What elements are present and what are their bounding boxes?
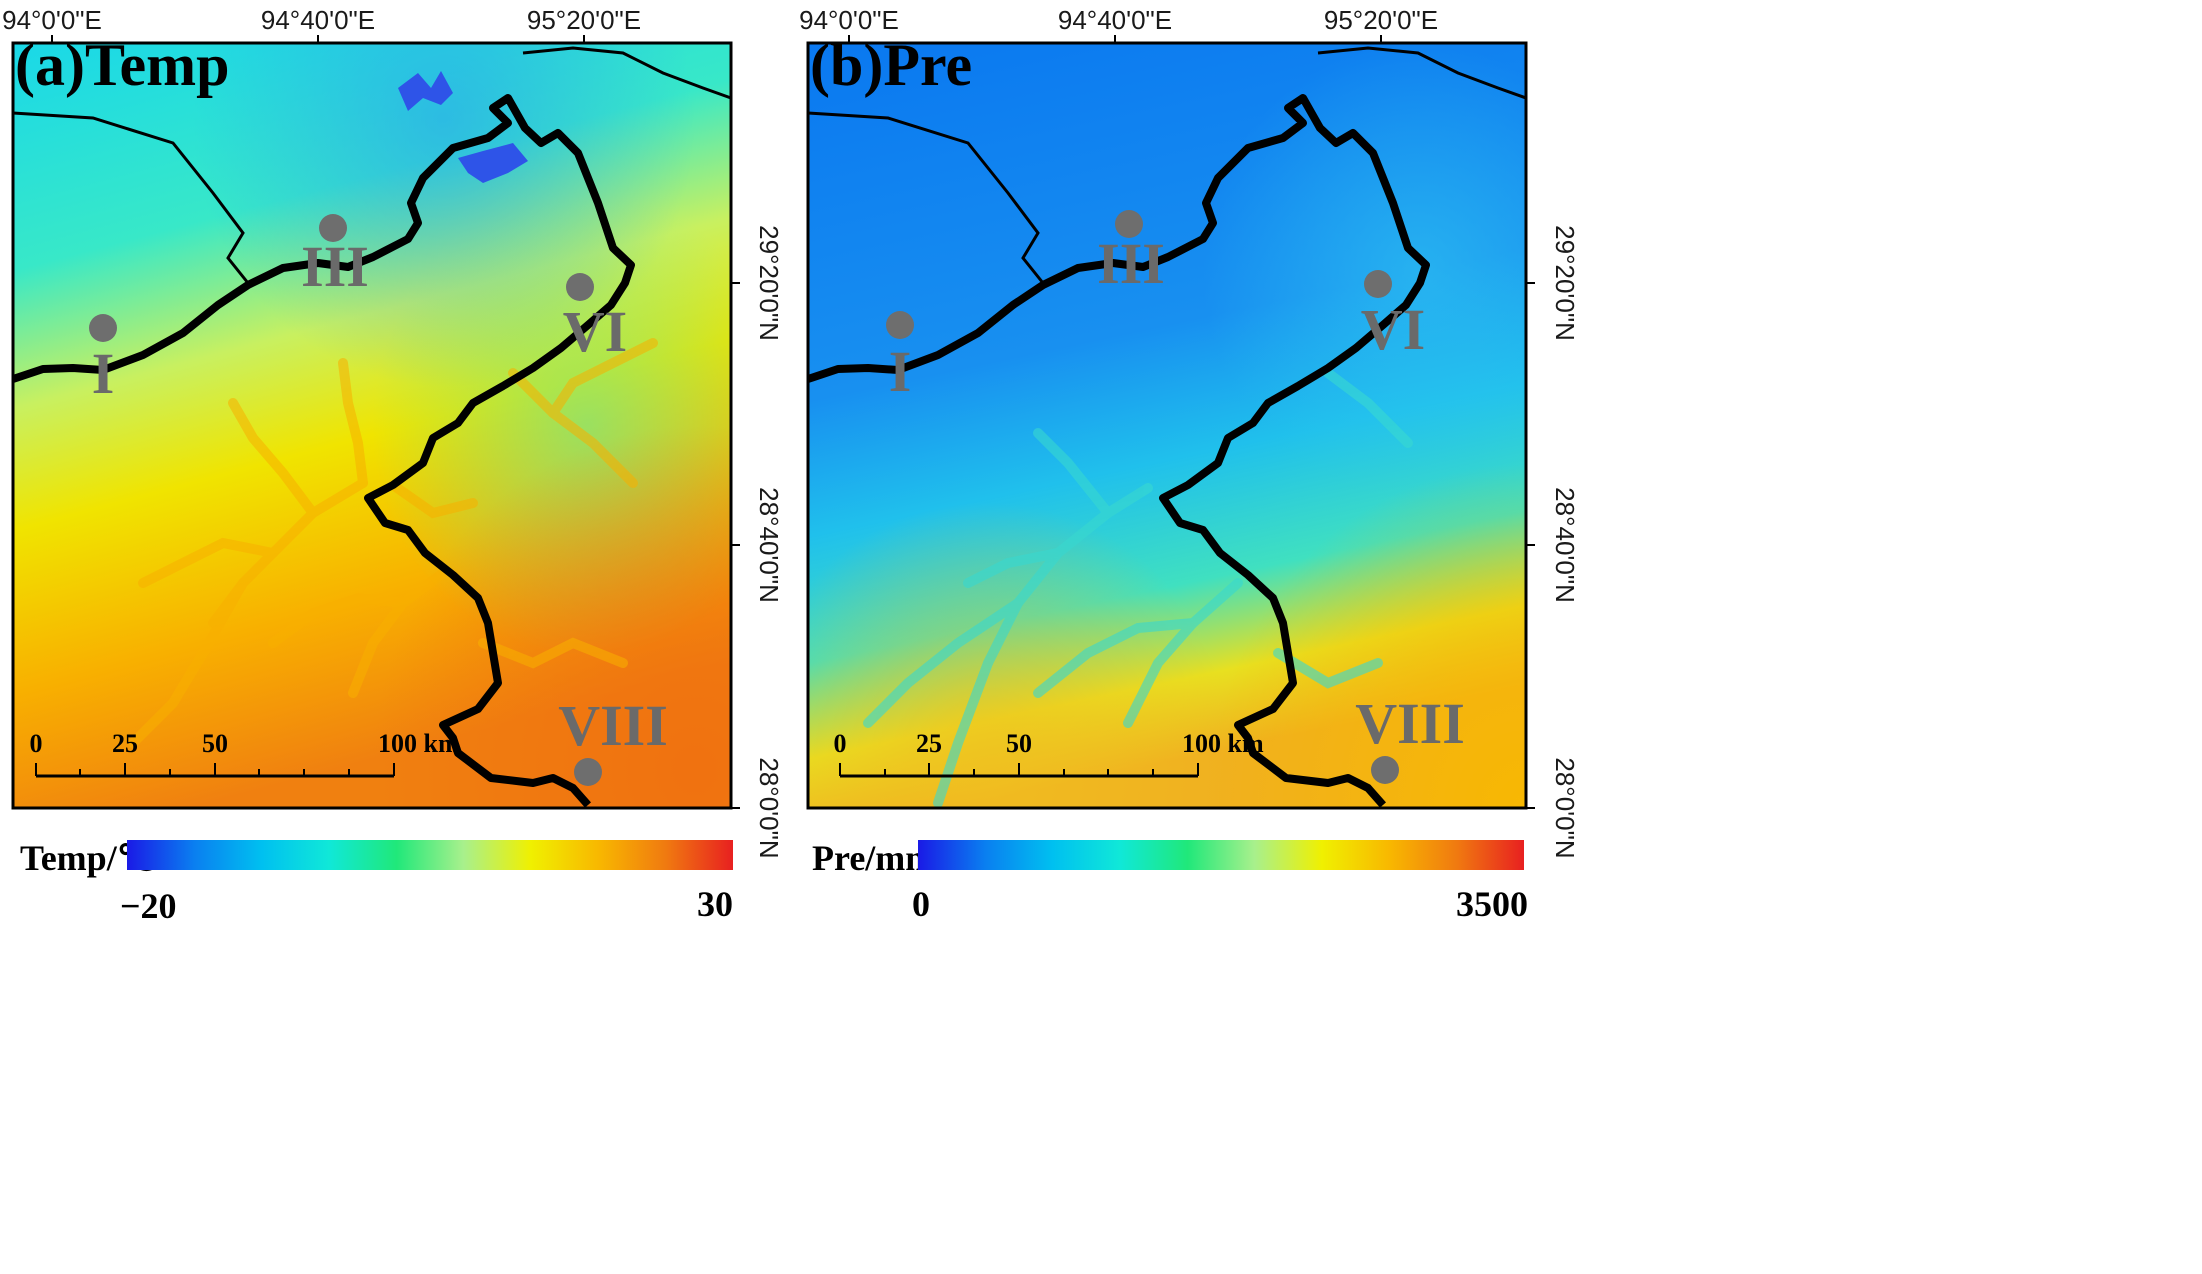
scale-label-100: 100 km: [378, 729, 460, 758]
station-label: VIII: [558, 693, 668, 758]
station-VI: VI: [1361, 270, 1425, 362]
y-tick-28-40: 28°40'0"N: [1550, 487, 1580, 603]
colorbar-max: 3500: [1456, 884, 1528, 924]
panel-a-y-axis: 29°20'0"N 28°40'0"N 28°0'0"N: [731, 225, 784, 859]
colorbar-label: Pre/mm: [812, 838, 935, 878]
station-marker: [1115, 210, 1143, 238]
colorbar-ramp: [918, 840, 1524, 870]
panel-a-title: (a)Temp: [15, 32, 229, 98]
colorbar-max: 30: [697, 884, 733, 924]
x-tick-95-20: 95°20'0"E: [1324, 5, 1438, 35]
station-label: III: [1097, 231, 1165, 296]
station-label: VIII: [1355, 691, 1465, 756]
station-label: VI: [1361, 297, 1425, 362]
panel-b-frame: [806, 41, 1528, 810]
cold-patch-north: [398, 71, 453, 111]
station-VI: VI: [563, 273, 627, 364]
scale-bar: 0 25 50 100 km: [30, 729, 460, 778]
y-tick-29-20: 29°20'0"N: [1550, 225, 1580, 341]
station-marker: [319, 214, 347, 242]
cold-patch-east: [458, 143, 528, 183]
panel-a-x-axis: 94°0'0"E 94°40'0"E 95°20'0"E: [2, 5, 641, 43]
panel-b-title: (b)Pre: [810, 32, 972, 98]
colorbar-gradient: [918, 840, 1524, 870]
panel-a-colorbar: Temp/℃ −20 30: [20, 838, 733, 926]
colorbar-gradient: [127, 840, 733, 870]
station-III: III: [1097, 210, 1165, 296]
panel-b-x-axis: 94°0'0"E 94°40'0"E 95°20'0"E: [799, 5, 1438, 43]
scale-label-50: 50: [202, 729, 228, 758]
station-VIII: VIII: [1355, 691, 1465, 784]
scale-label-0: 0: [834, 729, 847, 758]
x-tick-95-20: 95°20'0"E: [527, 5, 641, 35]
y-tick-28-00: 28°0'0"N: [1550, 757, 1580, 858]
station-marker: [886, 311, 914, 339]
scale-bar: 0 25 50 100 km: [834, 729, 1264, 778]
station-marker: [1371, 756, 1399, 784]
panel-a-temperature-map: (a)Temp I III VI VIII: [11, 32, 733, 810]
colorbar-min: −20: [120, 886, 177, 926]
scale-label-25: 25: [112, 729, 138, 758]
station-label: VI: [563, 299, 627, 364]
station-I: I: [89, 314, 117, 406]
station-label: III: [301, 234, 369, 299]
colorbar-ramp: [127, 840, 733, 870]
panel-b-colorbar: Pre/mm 0 3500: [812, 838, 1528, 924]
x-tick-94-40: 94°40'0"E: [261, 5, 375, 35]
station-marker: [1364, 270, 1392, 298]
panel-b-precipitation-map: (b)Pre I III VI VIII 0: [806, 32, 1528, 810]
x-tick-94-00: 94°0'0"E: [799, 5, 899, 35]
station-III: III: [301, 214, 369, 299]
station-I: I: [886, 311, 914, 404]
x-tick-94-00: 94°0'0"E: [2, 5, 102, 35]
y-tick-28-40: 28°40'0"N: [754, 487, 784, 603]
station-label: I: [92, 341, 115, 406]
station-VIII: VIII: [558, 693, 668, 786]
panel-a-frame: [11, 41, 733, 810]
station-label: I: [889, 339, 912, 404]
station-marker: [89, 314, 117, 342]
scale-label-50: 50: [1006, 729, 1032, 758]
y-tick-29-20: 29°20'0"N: [754, 225, 784, 341]
colorbar-min: 0: [912, 884, 930, 924]
scale-label-25: 25: [916, 729, 942, 758]
y-tick-28-00: 28°0'0"N: [754, 757, 784, 858]
scale-label-0: 0: [30, 729, 43, 758]
x-tick-94-40: 94°40'0"E: [1058, 5, 1172, 35]
panel-b-y-axis: 29°20'0"N 28°40'0"N 28°0'0"N: [1526, 225, 1580, 859]
station-marker: [574, 758, 602, 786]
scale-label-100: 100 km: [1182, 729, 1264, 758]
station-marker: [566, 273, 594, 301]
